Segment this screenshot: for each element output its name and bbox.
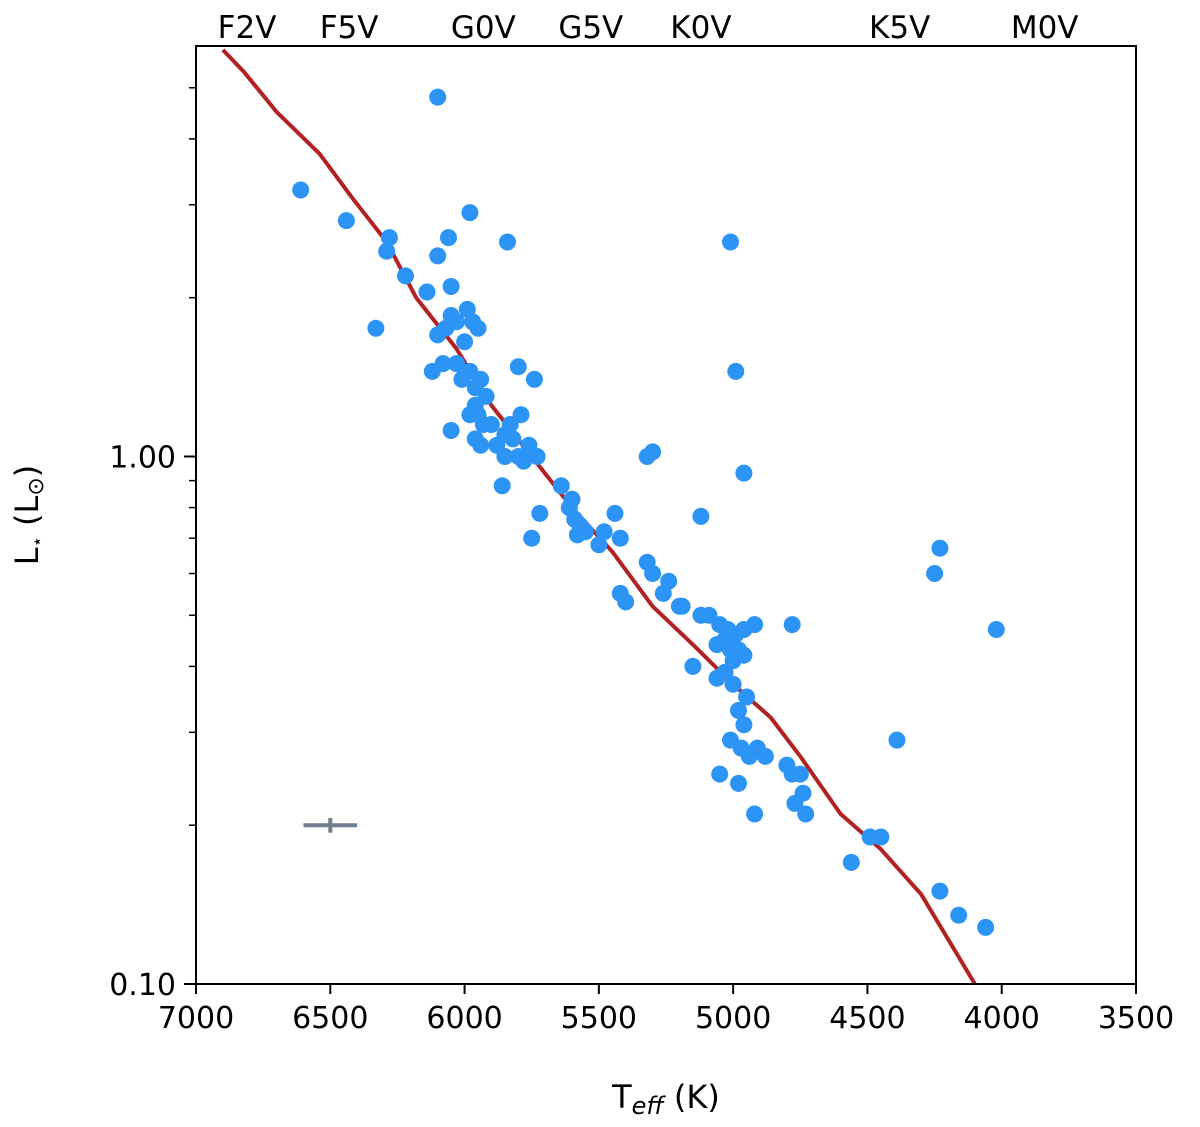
data-point bbox=[499, 233, 516, 251]
data-point bbox=[367, 319, 385, 337]
spectral-type-label: M0V bbox=[1011, 10, 1079, 46]
data-point bbox=[504, 430, 522, 448]
x-tick-label: 3500 bbox=[1098, 1001, 1174, 1036]
x-tick-label: 4500 bbox=[829, 1001, 905, 1036]
data-point bbox=[716, 663, 734, 681]
data-point bbox=[595, 523, 613, 541]
data-point bbox=[756, 747, 774, 765]
data-point bbox=[950, 906, 968, 924]
data-point bbox=[493, 477, 511, 495]
data-point bbox=[590, 536, 608, 554]
data-point bbox=[746, 805, 764, 823]
data-point bbox=[472, 436, 490, 454]
data-point bbox=[523, 529, 541, 547]
x-tick-label: 4000 bbox=[964, 1001, 1040, 1036]
data-point bbox=[797, 805, 815, 823]
data-layer bbox=[221, 48, 1005, 986]
data-point bbox=[429, 247, 447, 265]
data-point bbox=[730, 702, 747, 719]
x-tick-label: 5000 bbox=[695, 1001, 771, 1036]
x-tick-label: 6500 bbox=[292, 1001, 368, 1036]
data-point bbox=[418, 283, 436, 301]
data-point bbox=[794, 784, 812, 802]
data-point bbox=[644, 565, 662, 582]
spectral-type-label: G5V bbox=[558, 10, 623, 46]
data-point bbox=[727, 362, 745, 380]
data-point bbox=[448, 355, 465, 373]
data-point bbox=[738, 688, 756, 706]
y-tick-label: 1.00 bbox=[109, 440, 176, 475]
axis-ticks: 7000 6500 6000 5500 5000 4500 4000 3500 0.10 1.00 bbox=[109, 87, 1174, 1036]
data-point bbox=[509, 358, 527, 376]
data-point bbox=[611, 529, 629, 547]
x-tick-label: 7000 bbox=[158, 1001, 234, 1036]
data-point bbox=[617, 593, 635, 611]
data-point bbox=[552, 477, 570, 495]
x-tick-label: 6000 bbox=[426, 1001, 502, 1036]
data-point bbox=[456, 333, 474, 351]
plot-frame bbox=[195, 45, 1137, 985]
data-point bbox=[735, 716, 753, 734]
spectral-type-label: K0V bbox=[670, 10, 731, 46]
data-point bbox=[673, 597, 691, 615]
data-point bbox=[515, 452, 533, 470]
data-point bbox=[654, 584, 672, 602]
data-point bbox=[528, 448, 546, 465]
data-point bbox=[888, 731, 906, 749]
data-point bbox=[448, 313, 465, 331]
data-point bbox=[746, 616, 764, 634]
data-point bbox=[397, 267, 414, 285]
data-point bbox=[469, 319, 487, 337]
data-point bbox=[442, 422, 460, 439]
data-point bbox=[842, 853, 860, 871]
spectral-type-label: K5V bbox=[869, 10, 930, 46]
data-point bbox=[987, 621, 1005, 638]
spectral-type-label: F2V bbox=[218, 10, 277, 46]
data-point bbox=[531, 504, 549, 522]
data-point bbox=[482, 416, 500, 433]
data-point bbox=[926, 565, 944, 582]
data-point bbox=[461, 204, 479, 222]
data-point bbox=[496, 448, 514, 465]
data-point bbox=[378, 242, 396, 260]
data-point bbox=[791, 765, 809, 783]
y-tick-label: 0.10 bbox=[109, 968, 176, 1003]
spectral-type-label: F5V bbox=[320, 10, 379, 46]
data-point bbox=[730, 774, 747, 792]
data-point bbox=[735, 646, 753, 664]
y-axis-label: L⋆ (L⊙) bbox=[8, 465, 49, 566]
data-point bbox=[442, 278, 460, 295]
spectral-type-labels: F2V F5V G0V G5V K0V K5V M0V bbox=[218, 10, 1079, 46]
data-point bbox=[434, 355, 452, 373]
data-point bbox=[931, 882, 949, 900]
data-point bbox=[525, 370, 543, 388]
data-point bbox=[440, 229, 457, 247]
data-point bbox=[684, 657, 702, 675]
data-point bbox=[724, 675, 742, 693]
x-tick-label: 5500 bbox=[561, 1001, 637, 1036]
data-point bbox=[472, 370, 490, 388]
data-point bbox=[337, 212, 355, 230]
data-point bbox=[568, 526, 586, 544]
data-point bbox=[872, 828, 890, 846]
data-point bbox=[606, 504, 624, 522]
data-point bbox=[735, 464, 753, 482]
data-point bbox=[644, 443, 662, 461]
data-point bbox=[931, 539, 949, 557]
data-point bbox=[692, 507, 710, 525]
data-point bbox=[380, 229, 398, 247]
data-point bbox=[429, 88, 447, 106]
data-point bbox=[501, 416, 519, 433]
data-point bbox=[722, 233, 739, 251]
data-point bbox=[711, 765, 729, 783]
data-point bbox=[292, 181, 310, 199]
data-point bbox=[512, 406, 530, 424]
spectral-type-label: G0V bbox=[451, 10, 516, 46]
data-point bbox=[783, 616, 801, 634]
model-track-line bbox=[221, 48, 977, 986]
x-axis-label: Teff (K) bbox=[611, 1078, 720, 1120]
data-point bbox=[977, 918, 995, 936]
